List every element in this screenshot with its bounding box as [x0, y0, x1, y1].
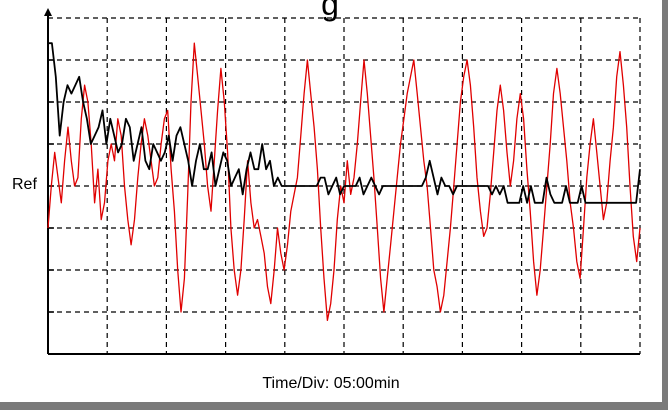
series-line-2: [48, 42, 641, 204]
y-reference-label: Ref: [12, 176, 37, 193]
x-axis-label: Time/Div: 05:00min: [262, 375, 400, 392]
chart-title-fragment: g: [321, 0, 339, 22]
chart-svg: [44, 8, 641, 355]
y-axis-arrow: [44, 8, 52, 16]
series-line-1: [47, 42, 641, 322]
